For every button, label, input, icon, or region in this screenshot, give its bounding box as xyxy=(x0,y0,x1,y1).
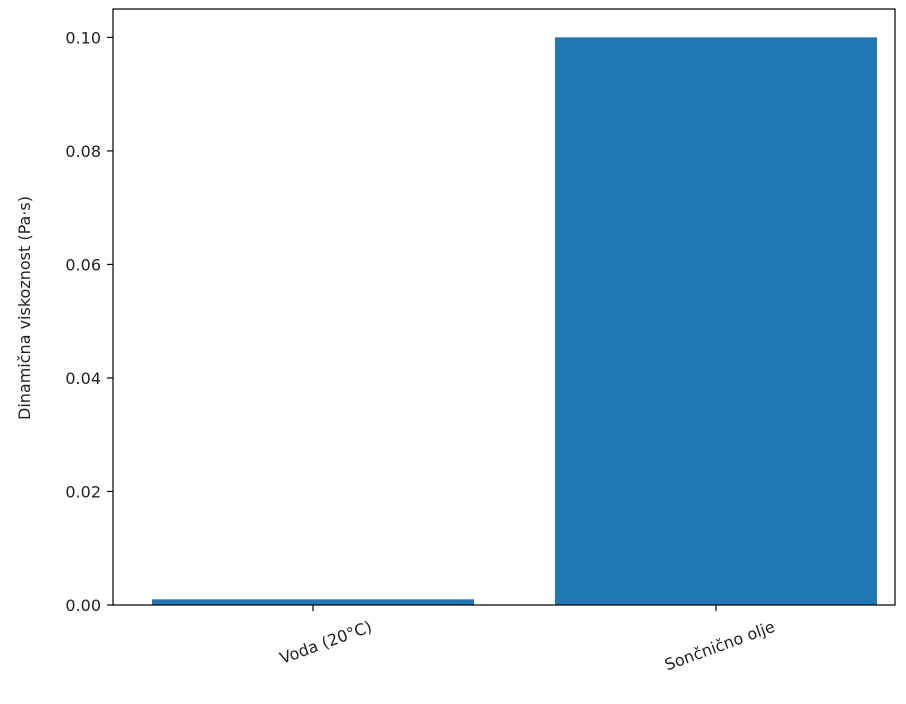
bar-0 xyxy=(152,599,474,605)
y-axis-label: Dinamična viskoznost (Pa·s) xyxy=(15,196,34,420)
y-tick-label: 0.08 xyxy=(65,142,101,161)
y-tick-label: 0.06 xyxy=(65,255,101,274)
y-tick-label: 0.00 xyxy=(65,596,101,615)
plot-frame xyxy=(112,8,896,606)
y-tick-label: 0.04 xyxy=(65,369,101,388)
bars-layer xyxy=(152,37,877,605)
x-tick-label: Voda (20°C) xyxy=(277,617,374,668)
y-tick-label: 0.02 xyxy=(65,482,101,501)
y-tick-label: 0.10 xyxy=(65,28,101,47)
bar-1 xyxy=(555,37,877,605)
axes-layer xyxy=(112,8,896,606)
x-tick-label: Sončnično olje xyxy=(662,617,777,674)
